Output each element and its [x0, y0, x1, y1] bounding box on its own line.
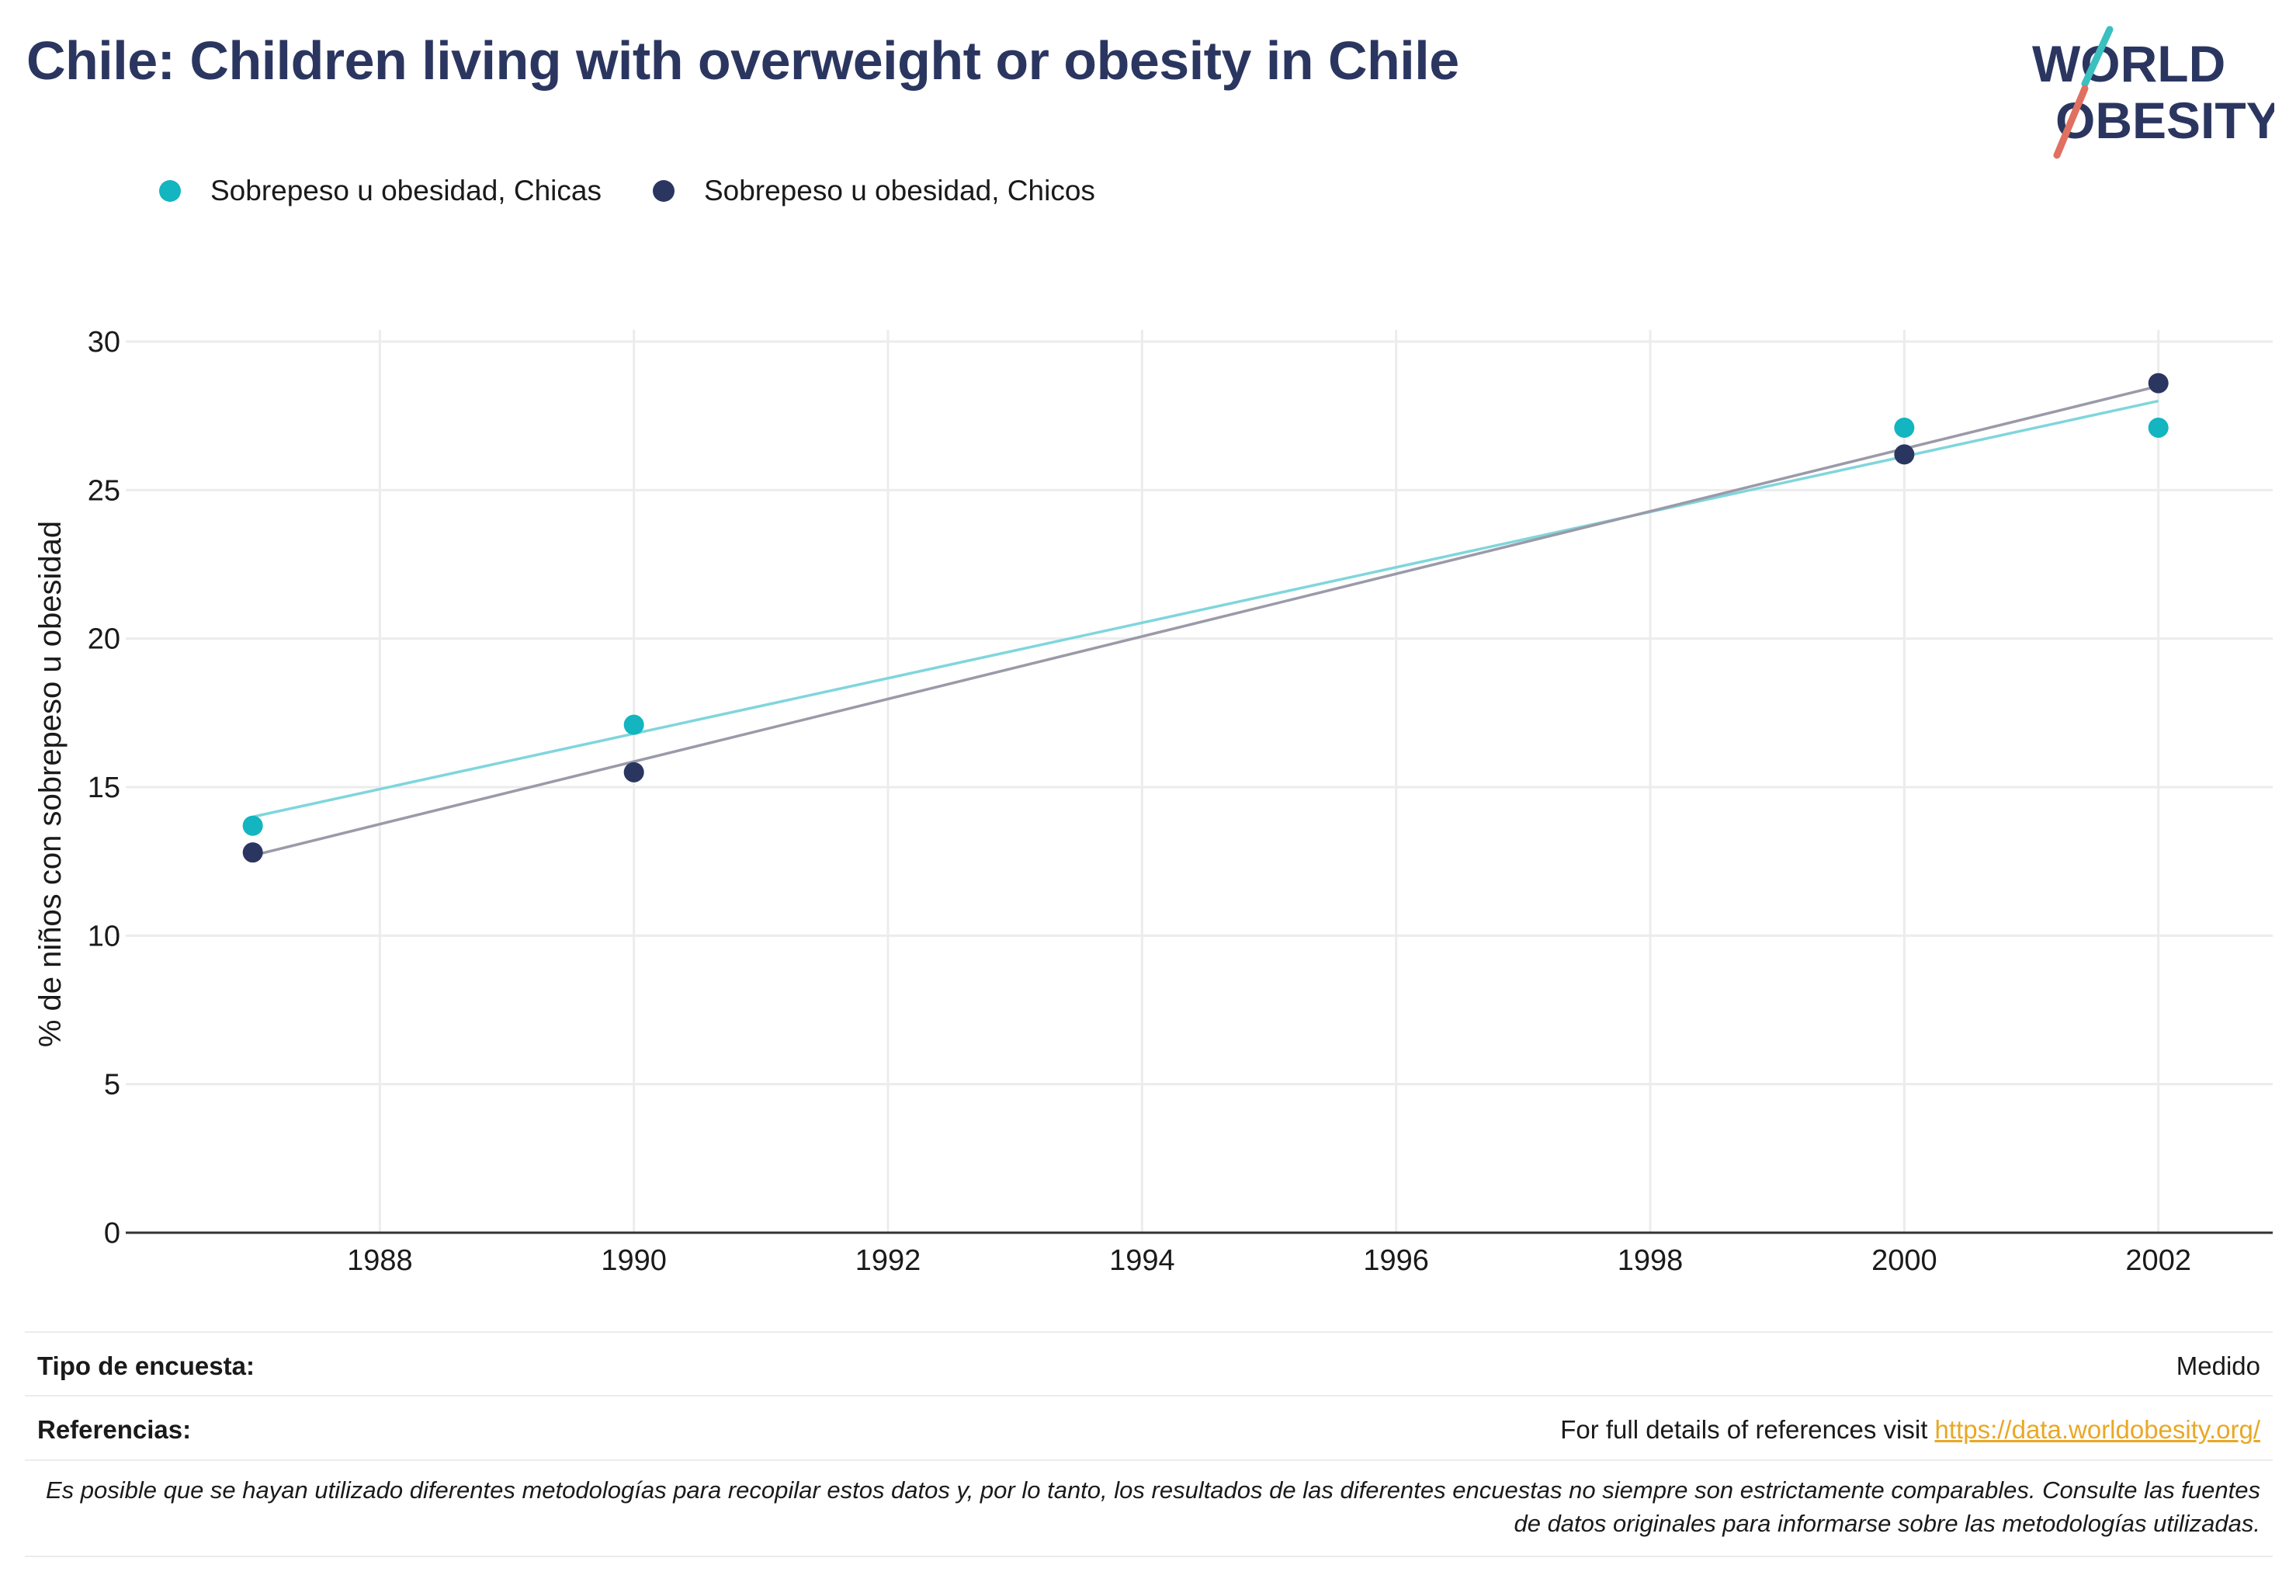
- data-point-0-2: [1894, 417, 1915, 438]
- y-tick-labels: 0 5 10 15 20 25 30: [88, 326, 120, 1250]
- data-point-1-0: [242, 842, 263, 863]
- footer-divider-bottom: [25, 1459, 2273, 1461]
- data-point-0-1: [623, 714, 644, 735]
- references-link[interactable]: https://data.worldobesity.org/: [1934, 1415, 2260, 1444]
- survey-type-label: Tipo de encuesta:: [37, 1351, 255, 1380]
- y-axis-label: % de niños con sobrepeso u obesidad: [33, 521, 68, 1047]
- data-point-1-1: [623, 762, 644, 782]
- trend-line-1: [252, 384, 2159, 857]
- scatter-chart: 0 5 10 15 20 25 30 1988 1990 1992 1994 1996 1998 200…: [33, 326, 2273, 1277]
- footer-divider-end: [25, 1556, 2273, 1557]
- survey-type-value: Medido: [2176, 1351, 2260, 1380]
- x-tick-label-1998: 1998: [1618, 1244, 1684, 1277]
- legend-label-chicas: Sobrepeso u obesidad, Chicas: [210, 175, 602, 206]
- y-tick-label-20: 20: [88, 623, 120, 656]
- legend-item-chicos[interactable]: Sobrepeso u obesidad, Chicos: [652, 175, 1095, 207]
- x-tick-label-2000: 2000: [1871, 1244, 1937, 1277]
- y-tick-label-30: 30: [88, 326, 120, 359]
- y-tick-label-25: 25: [88, 474, 120, 507]
- x-tick-label-1994: 1994: [1109, 1244, 1175, 1277]
- methodology-note: Es posible que se hayan utilizado difere…: [45, 1476, 2260, 1537]
- world-obesity-logo: WORLD OBESITY: [2032, 26, 2274, 159]
- trend-lines: [252, 384, 2159, 857]
- grid-lines: [126, 330, 2273, 1234]
- legend-label-chicos: Sobrepeso u obesidad, Chicos: [703, 175, 1095, 206]
- data-points: [242, 373, 2169, 863]
- x-tick-label-1990: 1990: [601, 1244, 667, 1277]
- x-tick-labels: 1988 1990 1992 1994 1996 1998 2000 2002: [347, 1244, 2191, 1277]
- x-tick-label-1992: 1992: [855, 1244, 921, 1277]
- data-point-1-2: [1894, 444, 1915, 465]
- x-tick-label-1996: 1996: [1363, 1244, 1429, 1277]
- references-label: Referencias:: [37, 1415, 192, 1444]
- references-row: Referencias: For full details of referen…: [25, 1407, 2273, 1453]
- logo-word-1: WORLD: [2032, 35, 2225, 92]
- y-tick-label-0: 0: [104, 1217, 120, 1250]
- y-tick-label-10: 10: [88, 920, 120, 952]
- x-tick-label-1988: 1988: [347, 1244, 413, 1277]
- survey-type-row: Tipo de encuesta: Medido: [25, 1343, 2273, 1390]
- footer-divider-middle: [25, 1395, 2273, 1396]
- legend-marker-chicas: [159, 180, 181, 202]
- footer-divider-top: [25, 1331, 2273, 1333]
- x-tick-label-2002: 2002: [2125, 1244, 2191, 1277]
- logo-word-2: OBESITY: [2055, 92, 2274, 149]
- trend-line-0: [252, 399, 2159, 818]
- data-point-0-3: [2148, 417, 2169, 438]
- legend-item-chicas[interactable]: Sobrepeso u obesidad, Chicas: [159, 175, 602, 207]
- legend-marker-chicos: [652, 180, 675, 202]
- page-title: Chile: Children living with overweight o…: [26, 30, 1459, 91]
- chart-legend: Sobrepeso u obesidad, Chicas Sobrepeso u…: [159, 175, 1146, 207]
- y-tick-label-15: 15: [88, 772, 120, 804]
- y-tick-label-5: 5: [104, 1069, 120, 1102]
- references-text: For full details of references visit: [1560, 1415, 1935, 1444]
- data-point-0-0: [242, 815, 263, 836]
- references-value: For full details of references visit htt…: [1560, 1415, 2260, 1445]
- data-point-1-3: [2148, 373, 2169, 394]
